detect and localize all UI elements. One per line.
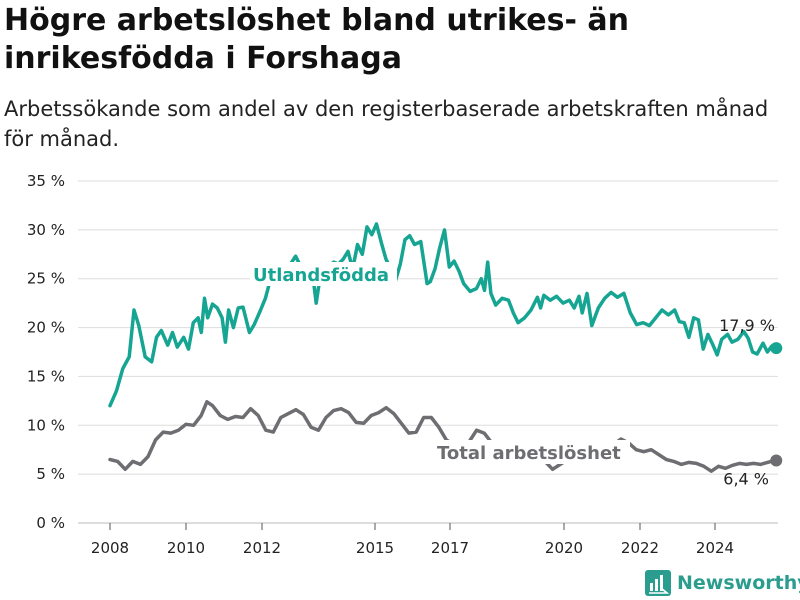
- series-label-total: Total arbetslöshet: [437, 443, 621, 464]
- x-axis: 2008 2010 2012 2015 2017 2020 2022 2024: [91, 523, 734, 557]
- y-tick-label: 30 %: [27, 221, 65, 239]
- x-tick-label: 2008: [91, 539, 129, 557]
- series-end-point-total: [770, 454, 783, 467]
- series-labels: 17,9 % 6,4 % Utlandsfödda Total arbetslöshe…: [250, 262, 775, 488]
- series-label-bg: [250, 262, 397, 286]
- series-label-utlandsfodda: Utlandsfödda: [253, 265, 389, 286]
- y-tick-label: 35 %: [27, 172, 65, 190]
- series-label-bg: [434, 440, 630, 464]
- x-tick-label: 2017: [431, 539, 469, 557]
- y-axis: 0 % 5 % 10 % 15 % 20 % 25 % 30 % 35 %: [27, 172, 65, 532]
- newsworthy-logo: Newsworthy: [645, 568, 800, 598]
- end-value-label-total: 6,4 %: [723, 469, 769, 488]
- y-tick-label: 15 %: [27, 367, 65, 385]
- x-tick-label: 2022: [621, 539, 659, 557]
- series-line-utlandsfodda: [108, 222, 779, 408]
- brand-name: Newsworthy: [677, 572, 800, 594]
- x-tick-label: 2024: [696, 539, 734, 557]
- chart-subtitle: Arbetssökande som andel av den registerb…: [4, 97, 769, 151]
- series-lines: [108, 222, 783, 473]
- series-end-point-utlandsfodda: [770, 342, 783, 355]
- y-tick-label: 25 %: [27, 270, 65, 288]
- x-tick-label: 2015: [356, 539, 394, 557]
- series-line-total: [108, 400, 779, 473]
- y-tick-label: 5 %: [36, 465, 65, 483]
- x-tick-label: 2012: [243, 539, 281, 557]
- y-tick-label: 20 %: [27, 319, 65, 337]
- newsworthy-logo-icon: [645, 570, 671, 596]
- chart-title: Högre arbetslöshet bland utrikes- än inr…: [4, 3, 629, 76]
- end-value-label-utlandsfodda: 17,9 %: [719, 316, 775, 335]
- y-tick-label: 10 %: [27, 416, 65, 434]
- x-tick-label: 2010: [167, 539, 205, 557]
- grid: [78, 180, 778, 524]
- x-tick-label: 2020: [545, 539, 583, 557]
- y-tick-label: 0 %: [36, 514, 65, 532]
